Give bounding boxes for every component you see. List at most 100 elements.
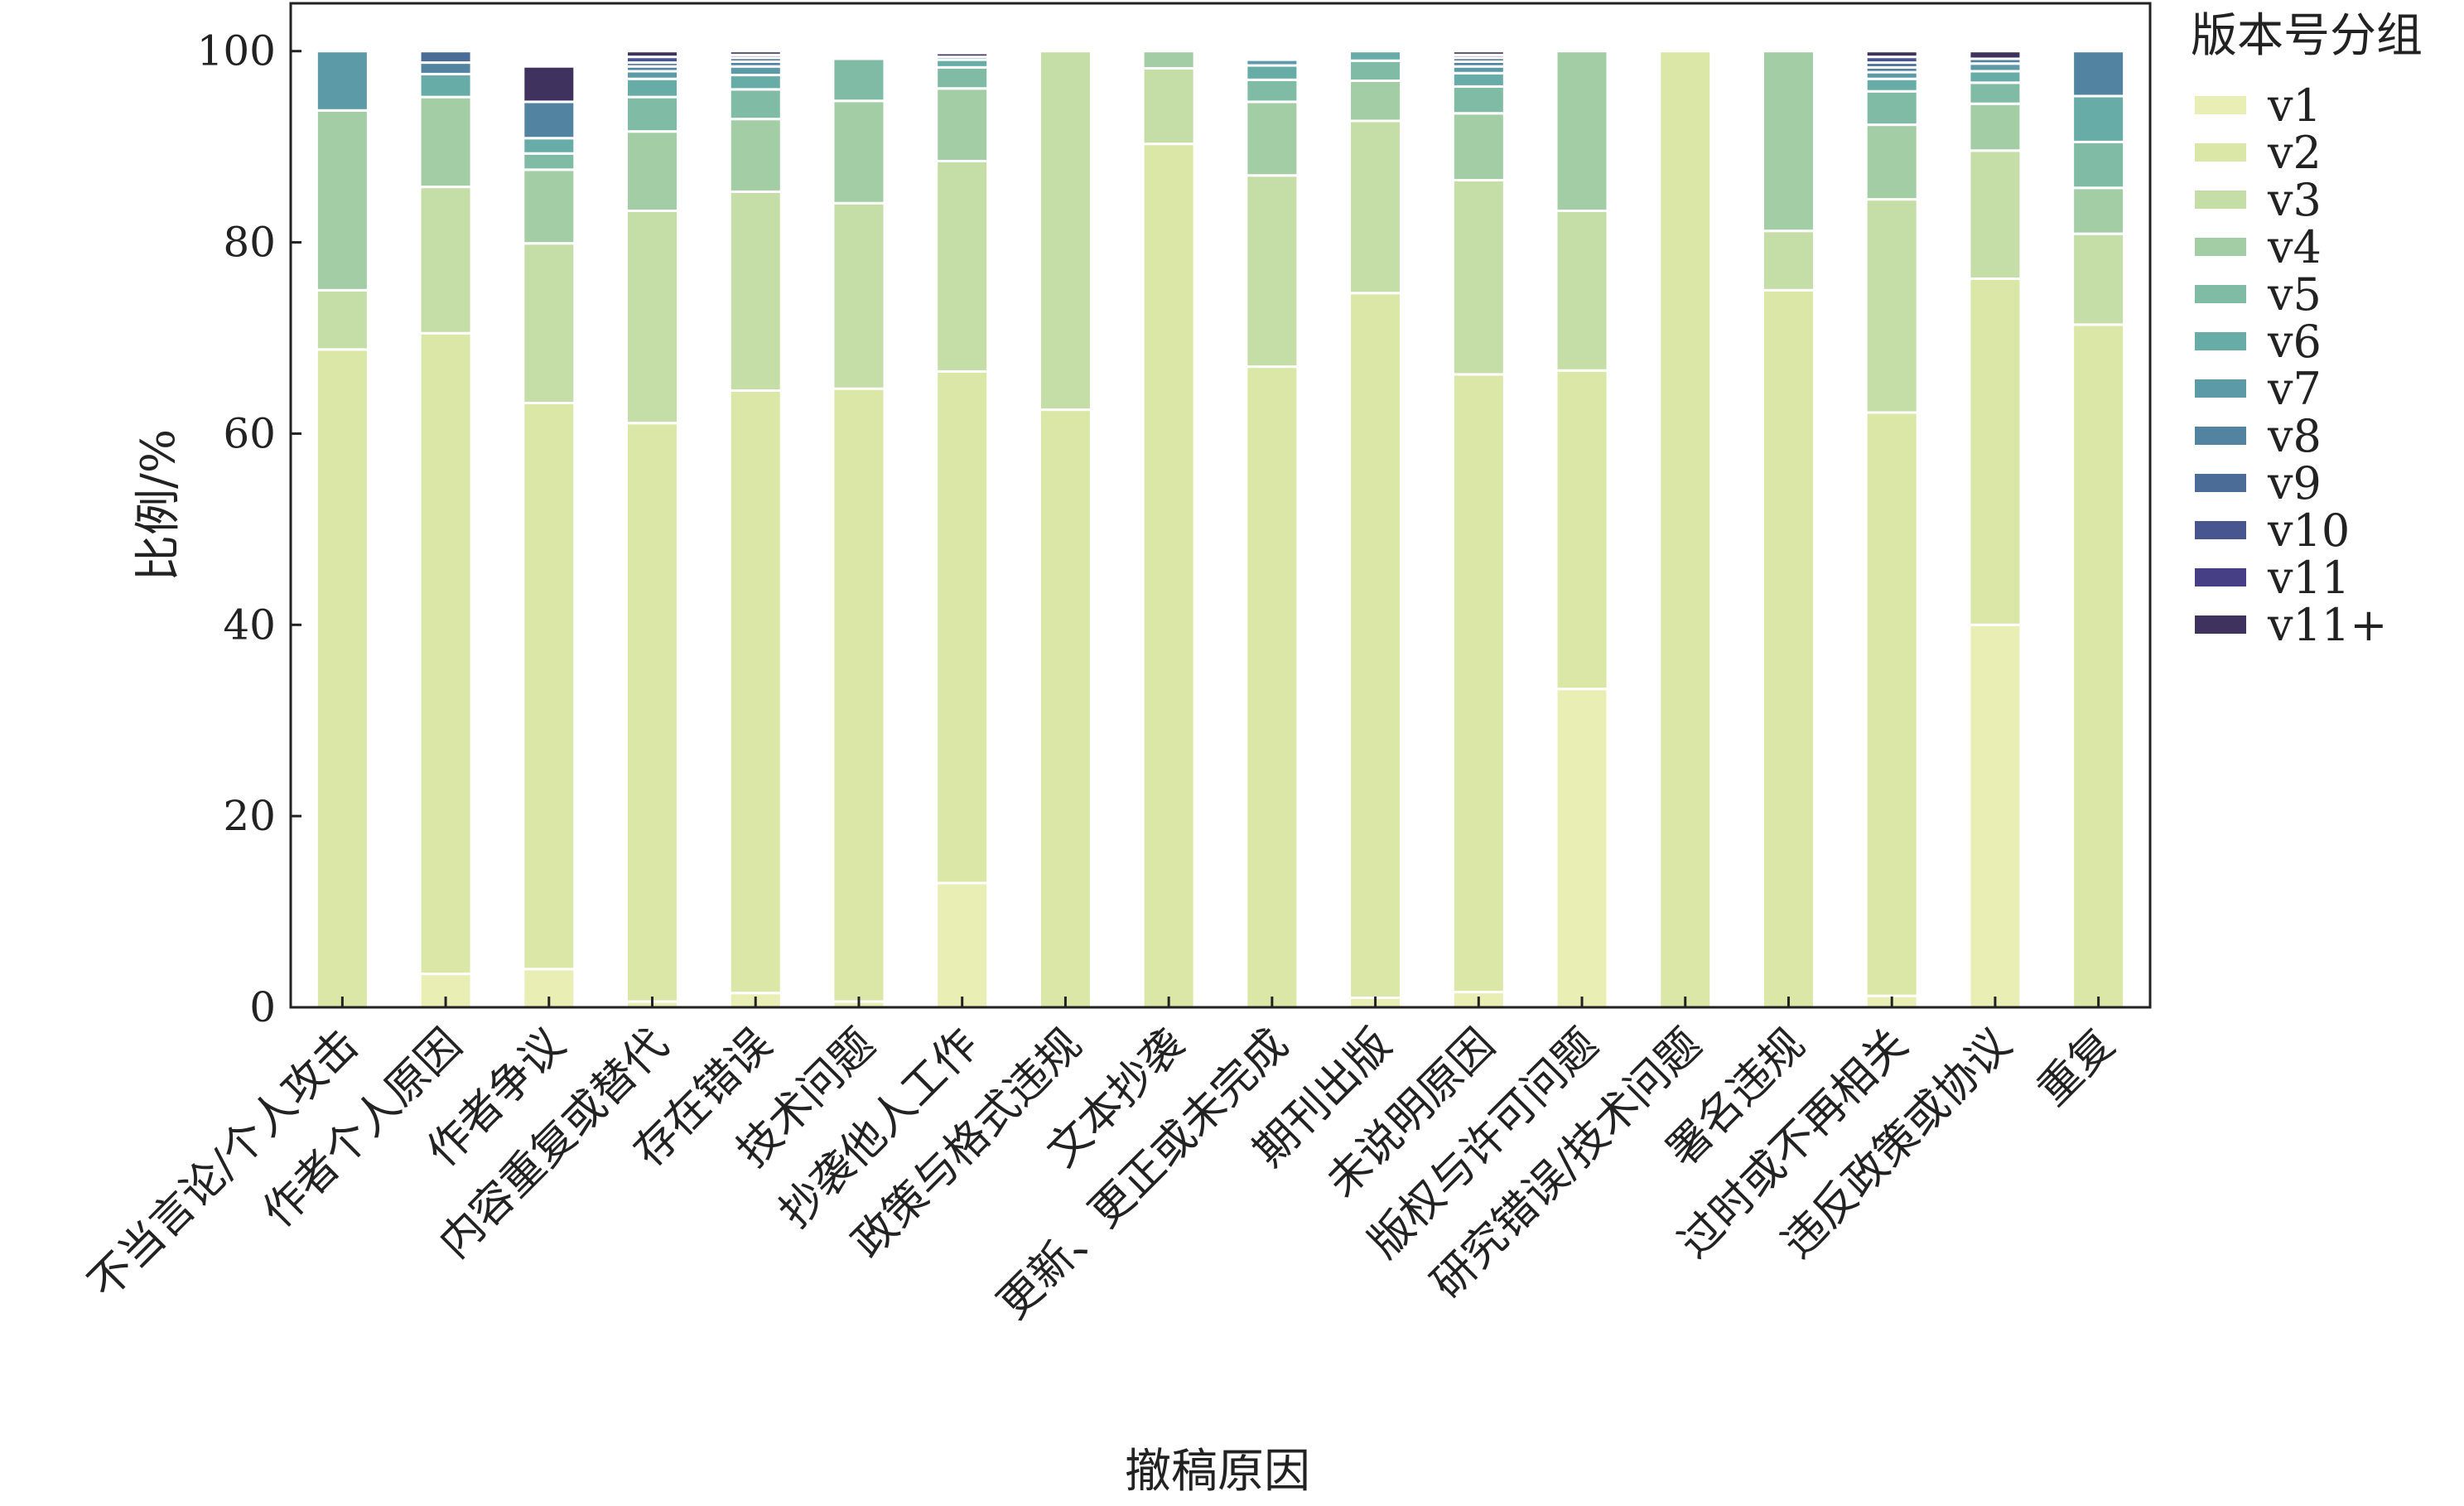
bar-segment-v2 (1451, 373, 1506, 994)
y-tick-label: 0 (249, 983, 276, 1031)
legend-swatch-v8 (2195, 427, 2246, 445)
bar-segment-v3 (1038, 50, 1092, 412)
legend-swatch-v7 (2195, 379, 2246, 398)
bar-segment-v8 (2071, 50, 2126, 98)
bar-segment-v5 (935, 65, 990, 90)
bar-segment-v2 (935, 369, 990, 885)
bar-segment-v5 (1864, 89, 1919, 127)
y-tick-label: 20 (223, 792, 276, 840)
bar-segment-v4 (418, 95, 473, 189)
legend-label: v4 (2267, 221, 2322, 273)
bar-segment-v4 (1245, 100, 1300, 177)
bar-segment-v3 (1245, 174, 1300, 369)
bar-segment-v2 (1555, 369, 1609, 691)
x-axis: 不当言论/个人攻击作者个人原因作者争议内容重复或替代存在错误技术问题抄袭他人工作… (80, 997, 2124, 1329)
bar-segment-v6 (1245, 64, 1300, 81)
plot-frame (289, 2, 2152, 1009)
bar-segment-v5 (1451, 84, 1506, 115)
bar-segment-v2 (1038, 408, 1092, 1009)
bar-segment-v1 (935, 881, 990, 1009)
legend-swatch-v3 (2195, 191, 2246, 209)
legend-swatch-v11+ (2195, 615, 2246, 634)
bar-segment-v3 (1451, 179, 1506, 376)
bar-segment-v3 (625, 209, 680, 425)
legend-label: v5 (2267, 268, 2322, 321)
bar-segment-v4 (2071, 186, 2126, 235)
bar-segment-v2 (625, 422, 680, 1003)
legend-swatch-v10 (2195, 521, 2246, 539)
legend-label: v11+ (2267, 599, 2387, 651)
y-axis: 0 20 40 60 80 100 (197, 27, 301, 1031)
bar-segment-v5 (1968, 81, 2023, 105)
legend-title: 版本号分组 (2191, 9, 2423, 63)
bar-segment-v2 (1864, 411, 1919, 997)
bar-segment-v6 (625, 77, 680, 99)
bar-segment-v5 (1348, 59, 1403, 82)
bar-segment-v5 (522, 152, 576, 171)
bar-segment-v6 (1451, 71, 1506, 88)
bar-segment-v2 (2071, 323, 2126, 1009)
bar-segment-v3 (1555, 209, 1609, 372)
legend-label: v9 (2267, 457, 2322, 509)
bar-segment-v4 (935, 87, 990, 162)
bar-segment-v11+ (1451, 50, 1506, 56)
bar-segment-v5 (832, 57, 886, 103)
legend-swatch-v2 (2195, 143, 2246, 162)
bar-segment-v4 (315, 109, 369, 292)
bar-segment-v3 (728, 190, 783, 392)
bar-segment-v5 (625, 95, 680, 133)
y-axis-label: 比例/% (132, 429, 186, 582)
y-tick-label: 80 (223, 219, 276, 267)
bar-segment-v6 (728, 74, 783, 91)
bar-segment-v4 (1451, 112, 1506, 182)
legend-swatch-v4 (2195, 238, 2246, 256)
bar-segment-v3 (1141, 66, 1196, 146)
bar-segment-v8 (522, 100, 576, 140)
bar-segment-v4 (1348, 79, 1403, 123)
bar-segment-v7 (728, 65, 783, 77)
bar-segment-v1 (1555, 688, 1609, 1009)
legend-label: v6 (2267, 316, 2322, 368)
bar-segment-v5 (728, 88, 783, 121)
bar-segment-v3 (1761, 229, 1815, 292)
bar-segment-v9 (418, 50, 473, 65)
bar-segment-v4 (1864, 123, 1919, 201)
legend-swatch-v11 (2195, 568, 2246, 586)
y-tick-label: 60 (223, 409, 276, 457)
bar-segment-v4 (1141, 50, 1196, 70)
bar-segment-v6 (2071, 94, 2126, 143)
bar-segment-v2 (1348, 292, 1403, 999)
bar-segment-v2 (315, 348, 369, 1009)
bar-segment-v2 (522, 401, 576, 971)
bar-segment-v6 (522, 137, 576, 155)
bar-segment-v6 (418, 72, 473, 99)
legend-swatch-v5 (2195, 285, 2246, 303)
bar-segment-v2 (728, 389, 783, 995)
bar-segment-v11+ (728, 50, 783, 56)
legend-label: v2 (2267, 127, 2322, 179)
bar-segment-v3 (418, 186, 473, 335)
bar-segment-v3 (935, 159, 990, 373)
bar-segment-v6 (1348, 50, 1403, 62)
bar-segment-v7 (315, 50, 369, 112)
legend-label: v1 (2267, 80, 2322, 132)
legend-label: v10 (2267, 504, 2350, 557)
bar-segment-v3 (1348, 119, 1403, 295)
bar-segment-v2 (1245, 365, 1300, 1009)
bars-group (315, 50, 2126, 1009)
bar-segment-v3 (1968, 149, 2023, 280)
legend-label: v8 (2267, 410, 2322, 462)
x-tick-label: 重复 (2028, 1020, 2124, 1116)
bar-segment-v2 (832, 387, 886, 1003)
bar-segment-v11+ (625, 50, 680, 59)
bar-segment-v11+ (1968, 50, 2023, 60)
bar-segment-v4 (1968, 102, 2023, 152)
bar-segment-v3 (522, 242, 576, 404)
bar-segment-v4 (832, 99, 886, 205)
bar-segment-v5 (2071, 140, 2126, 190)
legend-label: v7 (2267, 363, 2322, 415)
bar-segment-v11+ (522, 65, 576, 104)
bar-segment-v3 (2071, 232, 2126, 326)
